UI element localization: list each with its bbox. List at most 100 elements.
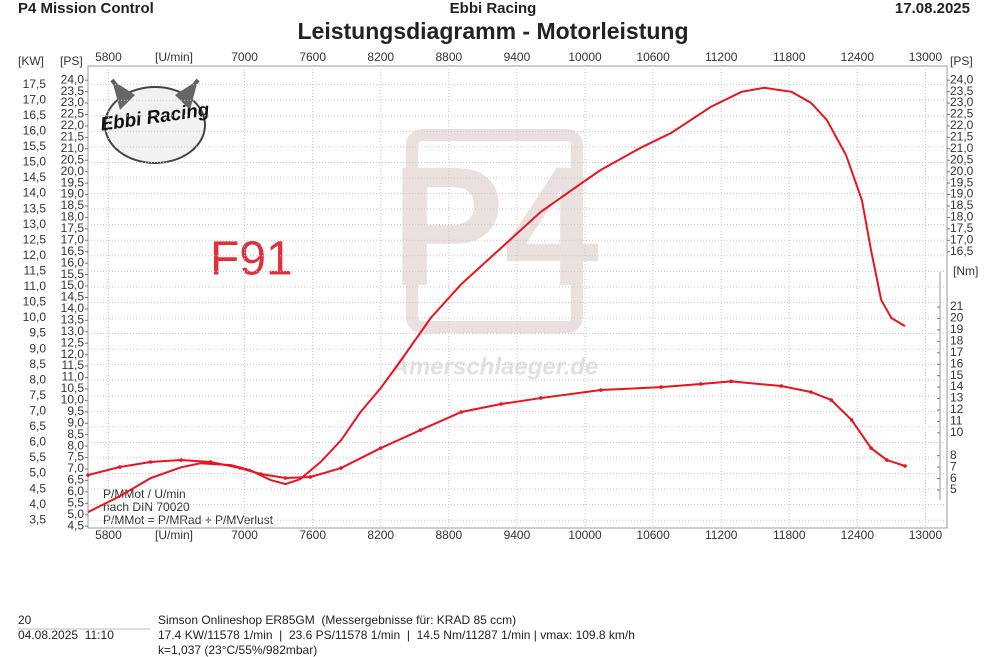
y-tick-label: 4,5: [29, 481, 46, 495]
y2-tick-label: 14: [950, 379, 964, 393]
y2-tick-label: 12: [950, 402, 964, 416]
run-datetime: 04.08.2025 11:10: [18, 628, 114, 642]
y-ps-right-tick-label: 21,0: [950, 141, 974, 155]
y-tick-label: 17,0: [23, 92, 47, 106]
watermark: P4 Amerschlaeger.de: [391, 129, 599, 380]
y-ps-tick-label: 16,0: [61, 255, 85, 269]
y-tick-label: 5,5: [29, 450, 46, 464]
y-ps-tick-label: 14,5: [61, 290, 85, 304]
y-tick-label: 6,0: [29, 435, 46, 449]
point: [179, 458, 183, 462]
y-ps-tick-label: 17,0: [61, 232, 85, 246]
x-tick-label: 13000: [909, 50, 943, 64]
y2-tick-label: 6: [950, 471, 957, 485]
y2-tick-label: 8: [950, 448, 957, 462]
x-tick-label: 8800: [435, 50, 462, 64]
logo: Ebbi Racing: [99, 78, 211, 164]
x-tick-label: 7000: [231, 528, 258, 542]
x-tick-label: 11200: [705, 528, 738, 542]
y-ps-tick-label: 4,5: [67, 518, 84, 532]
y-ps-tick-label: 7,0: [67, 461, 84, 475]
y-ps-tick-label: 13,0: [61, 324, 85, 338]
chart-title: Leistungsdiagramm - Motorleistung: [297, 18, 688, 44]
y2-tick-label: 18: [950, 333, 964, 347]
y-ps-right-tick-label: 23,0: [950, 95, 974, 109]
conditions: k=1,037 (23°C/55%/982mbar): [158, 643, 317, 657]
y-ps-tick-label: 21,5: [61, 130, 85, 144]
x-tick-label: 10600: [636, 528, 670, 542]
y-ps-tick-label: 9,0: [67, 415, 84, 429]
y-tick-label: 14,0: [23, 186, 47, 200]
y-ps-right-tick-label: 18,5: [950, 198, 974, 212]
y2-tick-label: 5: [950, 482, 957, 496]
x-tick-label: 7000: [231, 50, 258, 64]
y-tick-label: 11,5: [24, 264, 47, 278]
point: [459, 410, 464, 414]
run-number: 20: [18, 613, 32, 627]
y-ps-tick-label: 20,0: [61, 164, 85, 178]
y2-tick-label: 13: [950, 391, 964, 405]
y-ps-right-tick-label: 21,5: [950, 130, 974, 144]
point: [148, 460, 153, 464]
y-ps-tick-label: 8,5: [67, 427, 84, 441]
annotation: F91: [210, 233, 293, 286]
point: [869, 446, 873, 450]
y-ps-tick-label: 20,5: [61, 152, 85, 166]
point: [283, 476, 288, 480]
y-ps-tick-label: 24,0: [61, 72, 85, 86]
y-ps-tick-label: 17,5: [61, 221, 85, 235]
x-tick-label: 13000: [909, 528, 943, 542]
y2-tick-label: 21: [950, 299, 964, 313]
y-ps-tick-label: 23,5: [61, 84, 85, 98]
point: [729, 379, 733, 384]
y-ps-tick-label: 12,5: [61, 335, 85, 349]
y-ps-tick-label: 6,5: [67, 473, 84, 487]
vehicle: Simson Onlineshop ER85GM (Messergebnisse…: [158, 613, 516, 627]
watermark-logo: P4: [391, 132, 599, 322]
y-tick-label: 3,5: [29, 512, 46, 526]
y-ps-right-tick-label: 17,0: [950, 232, 974, 246]
point: [117, 465, 122, 469]
stats: 17.4 KW/11578 1/min | 23.6 PS/11578 1/mi…: [158, 628, 635, 642]
point: [499, 402, 503, 406]
y2-tick-label: 10: [950, 425, 964, 439]
y-ps-tick-label: 15,0: [61, 278, 85, 292]
x-tick-label: 11200: [705, 50, 738, 64]
y-ps-tick-label: 5,0: [67, 507, 84, 521]
y-tick-label: 8,5: [29, 357, 46, 371]
y-ps-tick-label: 16,5: [61, 244, 85, 258]
y-ps-tick-label: 11,0: [62, 370, 85, 384]
point: [258, 472, 263, 476]
point: [208, 460, 213, 464]
y-tick-label: 7,0: [29, 404, 46, 418]
x-tick-label: 7600: [299, 528, 326, 542]
y-tick-label: 13,5: [23, 201, 47, 215]
y-tick-label: 4,0: [29, 497, 46, 511]
x-axis-label: [U/min]: [155, 50, 193, 64]
point: [659, 385, 663, 389]
point: [238, 466, 242, 470]
y-ps-tick-label: 7,5: [67, 450, 84, 464]
watermark-text: Amerschlaeger.de: [391, 353, 599, 380]
x-tick-label: 7600: [299, 50, 326, 64]
y-tick-label: 12,0: [23, 248, 47, 262]
point: [308, 475, 313, 479]
header-left: P4 Mission Control: [18, 0, 154, 17]
x-tick-label: 9400: [504, 50, 531, 64]
y2-tick-label: 17: [950, 345, 964, 359]
y-tick-label: 12,5: [23, 232, 47, 246]
y-ps-right-tick-label: 23,5: [950, 84, 974, 98]
y-tick-label: 10,0: [23, 310, 47, 324]
y2-tick-label: 7: [950, 459, 957, 473]
x-tick-label: 8200: [367, 50, 394, 64]
y-tick-label: 15,0: [23, 155, 47, 169]
x-tick-label: 5800: [95, 528, 122, 542]
y-tick-label: 9,5: [29, 326, 46, 340]
y-tick-label: 14,5: [23, 170, 47, 184]
y-ps-tick-label: 11,5: [62, 358, 85, 372]
y-tick-label: 8,0: [29, 372, 46, 386]
y-tick-label: 15,5: [23, 139, 47, 153]
point: [779, 384, 784, 388]
y2-axis-label: [Nm]: [953, 264, 978, 278]
x-axis-label: [U/min]: [155, 528, 193, 542]
